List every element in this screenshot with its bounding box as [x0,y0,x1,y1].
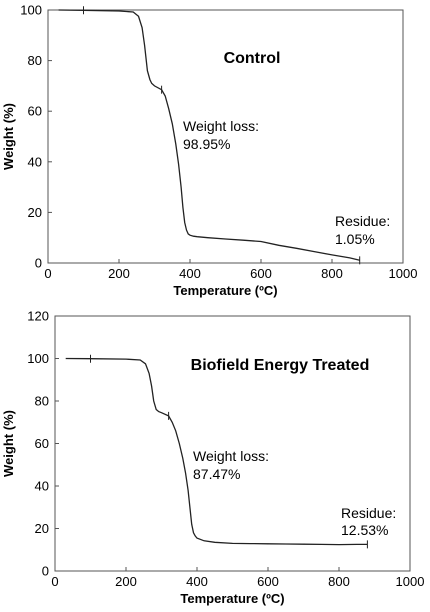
weight-loss-value-treated: 87.47% [193,466,240,482]
chart-control: 0 200 400 600 800 1000 0 20 40 60 80 100 Control Te… [1,3,417,299]
plot-frame-control [47,9,404,264]
x-tick-label: 0 [44,266,51,281]
y-tick-label: 0 [42,564,49,579]
y-tick-label: 40 [35,479,49,494]
y-tick-label: 40 [28,154,42,169]
x-tick-label: 1000 [396,574,425,589]
weight-curve-control [58,9,360,261]
y-tick-label: 120 [27,309,49,324]
chart-title-control: Control [224,50,281,67]
residue-label-treated: Residue: [341,505,396,521]
weight-loss-label-treated: Weight loss: [193,448,269,464]
x-tick-label: 600 [250,266,272,281]
chart-treated: 0 200 400 600 800 1000 0 20 40 60 80 100 120 Biofiel… [1,309,424,607]
y-tick-label: 20 [28,205,42,220]
y-tick-label: 80 [28,53,42,68]
x-tick-label: 200 [115,574,137,589]
residue-value-treated: 12.53% [341,522,388,538]
x-axis-title-control: Temperature (ºC) [173,283,277,298]
y-axis-title-control: Weight (%) [1,103,16,170]
x-tick-label: 800 [328,574,350,589]
residue-value-control: 1.05% [335,231,375,247]
axis-ticks-treated: 0 200 400 600 800 1000 0 20 40 60 80 100 120 [27,309,424,590]
x-tick-label: 0 [51,574,58,589]
x-tick-label: 800 [321,266,343,281]
y-tick-label: 0 [35,256,42,271]
y-tick-label: 60 [28,104,42,119]
x-tick-label: 200 [108,266,130,281]
y-tick-label: 60 [35,436,49,451]
x-tick-label: 400 [179,266,201,281]
x-tick-label: 1000 [389,266,418,281]
y-tick-label: 100 [20,3,42,18]
x-tick-label: 600 [257,574,279,589]
residue-label-control: Residue: [335,213,390,229]
weight-loss-value-control: 98.95% [183,136,230,152]
y-axis-title-treated: Weight (%) [1,410,16,477]
y-tick-label: 20 [35,521,49,536]
x-tick-label: 400 [186,574,208,589]
x-axis-title-treated: Temperature (ºC) [180,591,284,606]
y-tick-label: 100 [27,351,49,366]
axis-ticks-control: 0 200 400 600 800 1000 0 20 40 60 80 100 [20,3,417,282]
chart-title-treated: Biofield Energy Treated [191,357,370,374]
weight-loss-label-control: Weight loss: [183,118,259,134]
weight-curve-treated [65,357,368,546]
y-tick-label: 80 [35,394,49,409]
